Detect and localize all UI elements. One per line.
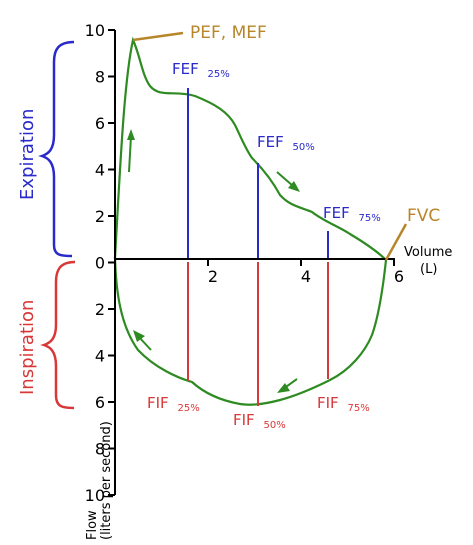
expiration-brace bbox=[38, 40, 75, 258]
fef-75-label-sub: 75% bbox=[359, 213, 381, 224]
fef-50-label-main: FEF bbox=[257, 133, 284, 151]
y-tick-marks bbox=[108, 29, 115, 496]
y-tick-labels: 10 8 6 4 2 0 2 4 6 8 10 bbox=[85, 21, 105, 505]
arrow-up-left-inspiration bbox=[133, 330, 152, 351]
fif-50-label: FIF 50% bbox=[233, 411, 286, 431]
arrow-up-expiration bbox=[127, 129, 135, 173]
fif-25-label: FIF 25% bbox=[147, 394, 200, 414]
fef-50-label: FEF 50% bbox=[257, 133, 315, 153]
fef-50-label-sub: 50% bbox=[293, 142, 315, 153]
x-tick-label: 2 bbox=[208, 267, 218, 286]
y-tick-label: 10 bbox=[85, 21, 105, 40]
y-tick-label: 6 bbox=[95, 114, 105, 133]
x-axis-label-line1: Volume bbox=[404, 245, 452, 260]
y-tick-label: 2 bbox=[95, 300, 105, 319]
inspiration-brace bbox=[40, 260, 76, 410]
fef-75-label-main: FEF bbox=[323, 204, 350, 222]
expiration-label: Expiration bbox=[17, 109, 38, 200]
y-tick-label: 0 bbox=[95, 254, 105, 273]
pef-mef-label: PEF, MEF bbox=[190, 23, 267, 43]
expiration-curve bbox=[113, 36, 387, 261]
fvc-label: FVC bbox=[407, 206, 440, 226]
fif-25-label-sub: 25% bbox=[177, 403, 199, 414]
fif-75-label-sub: 75% bbox=[347, 403, 369, 414]
y-axis-label-line2: (liters per second) bbox=[99, 421, 114, 540]
y-tick-label: 10 bbox=[85, 486, 105, 505]
fif-50-label-main: FIF bbox=[233, 411, 255, 429]
expiration-bracket: Expiration bbox=[17, 40, 75, 258]
fef-75-label: FEF 75% bbox=[323, 204, 381, 224]
y-tick-label: 4 bbox=[95, 347, 105, 366]
y-axis-label-line1: Flow bbox=[85, 510, 100, 540]
x-tick-labels: 2 4 6 bbox=[208, 267, 404, 286]
x-tick-label: 4 bbox=[301, 267, 311, 286]
pef-callout: PEF, MEF bbox=[132, 23, 267, 43]
inspiration-bracket: Inspiration bbox=[17, 260, 76, 410]
inspiration-label: Inspiration bbox=[17, 300, 38, 395]
y-tick-label: 8 bbox=[95, 440, 105, 459]
y-tick-label: 6 bbox=[95, 393, 105, 412]
inspiration-curve bbox=[113, 257, 388, 406]
fif-75-label-main: FIF bbox=[317, 394, 339, 412]
pef-pointer-line bbox=[132, 31, 184, 42]
fvc-callout: FVC bbox=[384, 206, 440, 261]
fvc-pointer-line bbox=[384, 223, 408, 261]
direction-arrows bbox=[127, 129, 300, 393]
fif-50-label-sub: 50% bbox=[263, 420, 285, 431]
y-tick-label: 2 bbox=[95, 207, 105, 226]
x-tick-marks bbox=[207, 259, 395, 266]
flow-volume-loop bbox=[113, 36, 388, 406]
fif-75-label: FIF 75% bbox=[317, 394, 370, 414]
fif-lines bbox=[187, 262, 329, 406]
fef-lines bbox=[187, 88, 329, 258]
x-axis-label-line2: (L) bbox=[420, 262, 437, 277]
fef-25-label-sub: 25% bbox=[208, 69, 230, 80]
arrow-down-right-expiration bbox=[276, 171, 300, 192]
arrow-down-left-inspiration bbox=[277, 378, 298, 393]
fif-25-label-main: FIF bbox=[147, 394, 169, 412]
x-tick-label: 6 bbox=[394, 267, 404, 286]
fef-25-label-main: FEF bbox=[172, 60, 199, 78]
fef-25-label: FEF 25% bbox=[172, 60, 230, 80]
y-axis-label: Flow (liters per second) bbox=[85, 421, 114, 540]
y-tick-label: 4 bbox=[95, 161, 105, 180]
y-tick-label: 8 bbox=[95, 68, 105, 87]
